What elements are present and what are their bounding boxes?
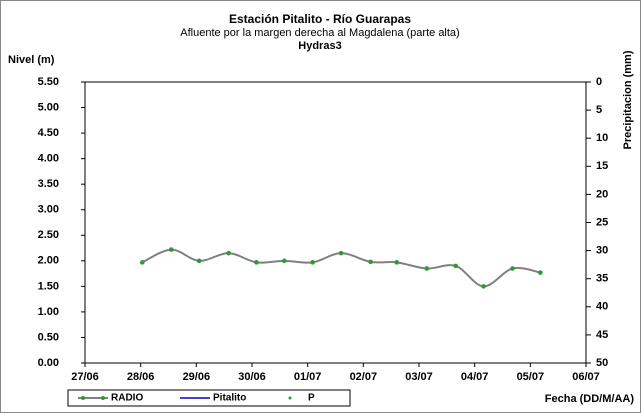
y2-tick-label: 35 bbox=[596, 273, 608, 285]
point bbox=[281, 258, 287, 264]
point bbox=[538, 270, 543, 275]
y-tick-label: 1.50 bbox=[38, 280, 59, 292]
y-tick-label: 4.00 bbox=[38, 153, 59, 165]
point bbox=[168, 247, 174, 252]
y2-tick-label: 15 bbox=[596, 160, 608, 172]
legend-label: P bbox=[308, 393, 315, 404]
y-tick-label: 2.50 bbox=[38, 229, 59, 241]
chart-subtitle: Hydras3 bbox=[298, 40, 341, 52]
x-tick-label: 06/07 bbox=[572, 371, 600, 383]
y2-tick-label: 30 bbox=[596, 245, 608, 257]
y2-tick-label: 5 bbox=[596, 104, 602, 116]
y2-axis-label: Precipitacion (mm) bbox=[622, 50, 634, 149]
legend-label: RADIO bbox=[111, 393, 143, 404]
point bbox=[310, 260, 315, 265]
point bbox=[226, 250, 231, 256]
legend-marker bbox=[81, 396, 85, 400]
y-axis-label: Nivel (m) bbox=[8, 54, 55, 66]
point bbox=[394, 260, 400, 265]
x-axis-label: Fecha (DD/M/AA) bbox=[545, 393, 635, 405]
point bbox=[453, 263, 459, 269]
point bbox=[510, 266, 515, 271]
y2-tick-label: 20 bbox=[596, 188, 608, 200]
chart-subtitle: Afluente por la margen derecha al Magdal… bbox=[180, 27, 459, 39]
y2-tick-label: 40 bbox=[596, 301, 608, 313]
x-tick-label: 05/07 bbox=[517, 371, 545, 383]
y-tick-label: 0.00 bbox=[38, 357, 59, 369]
x-tick-label: 29/06 bbox=[183, 371, 211, 383]
y-tick-label: 2.00 bbox=[38, 255, 59, 267]
y-tick-label: 3.00 bbox=[38, 204, 59, 216]
x-tick-label: 02/07 bbox=[350, 371, 378, 383]
y2-tick-label: 10 bbox=[596, 132, 608, 144]
legend-marker bbox=[288, 396, 292, 400]
y2-tick-label: 45 bbox=[596, 329, 608, 341]
y2-tick-label: 25 bbox=[596, 216, 608, 228]
x-tick-label: 04/07 bbox=[461, 371, 489, 383]
y-tick-label: 0.50 bbox=[38, 331, 59, 343]
point bbox=[368, 259, 373, 265]
x-tick-label: 28/06 bbox=[127, 371, 155, 383]
y2-tick-label: 50 bbox=[596, 357, 608, 369]
legend-label: Pitalito bbox=[213, 393, 246, 404]
point bbox=[140, 260, 145, 265]
y-tick-label: 1.00 bbox=[38, 306, 59, 318]
x-tick-label: 27/06 bbox=[71, 371, 99, 383]
y-tick-label: 5.00 bbox=[38, 101, 59, 113]
x-tick-label: 03/07 bbox=[405, 371, 433, 383]
y-tick-label: 3.50 bbox=[38, 178, 59, 190]
y-tick-label: 5.50 bbox=[38, 76, 59, 88]
y-tick-label: 4.50 bbox=[38, 127, 59, 139]
x-tick-label: 30/06 bbox=[238, 371, 266, 383]
y2-tick-label: 0 bbox=[596, 76, 602, 88]
point bbox=[338, 250, 344, 256]
point bbox=[196, 258, 202, 264]
point bbox=[481, 284, 486, 289]
chart-title: Estación Pitalito - Río Guarapas bbox=[229, 12, 411, 26]
x-tick-label: 01/07 bbox=[294, 371, 322, 383]
point bbox=[254, 260, 259, 265]
legend-marker bbox=[101, 396, 105, 400]
point bbox=[424, 266, 430, 271]
